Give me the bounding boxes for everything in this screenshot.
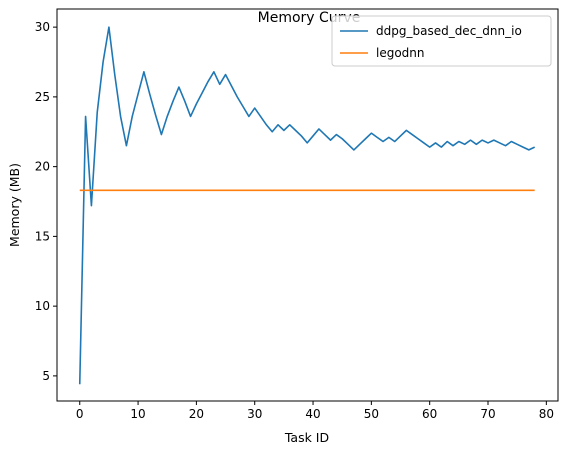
legend-box — [331, 15, 552, 67]
y-axis-label: Memory (MB) — [7, 163, 22, 247]
y-tick-label: 10 — [35, 299, 50, 313]
legend-entry-ddpg_based_dec_dnn_io: ddpg_based_dec_dnn_io — [376, 24, 522, 38]
axes-frame — [56, 8, 559, 402]
y-tick-label: 30 — [35, 20, 50, 34]
x-tick-label: 70 — [480, 407, 495, 421]
x-tick-label: 30 — [247, 407, 262, 421]
x-axis-label: Task ID — [284, 430, 329, 445]
y-tick-label: 25 — [35, 90, 50, 104]
x-tick-label: 50 — [364, 407, 379, 421]
x-tick-label: 80 — [539, 407, 554, 421]
y-tick-label: 15 — [35, 229, 50, 243]
legend-entry-legodnn: legodnn — [376, 46, 425, 60]
x-tick-label: 40 — [305, 407, 320, 421]
series-line-ddpg_based_dec_dnn_io — [78, 26, 536, 385]
y-tick-label: 20 — [35, 160, 50, 174]
x-tick-label: 20 — [189, 407, 204, 421]
x-tick-label: 10 — [130, 407, 145, 421]
x-tick-label: 0 — [76, 407, 84, 421]
x-tick-label: 60 — [422, 407, 437, 421]
y-tick-label: 5 — [42, 369, 50, 383]
